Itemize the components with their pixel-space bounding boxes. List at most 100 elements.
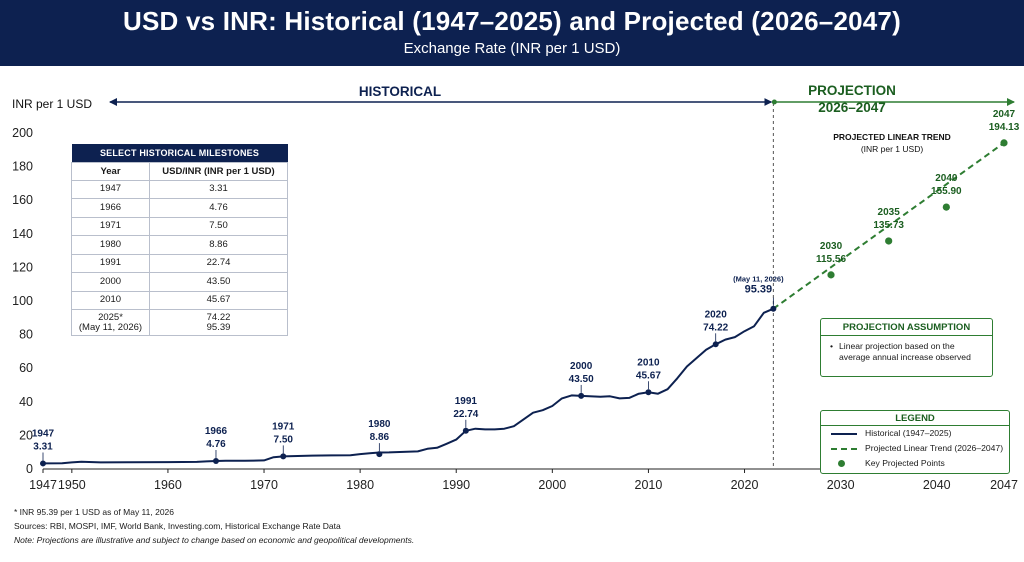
x-tick-label: 2010 — [635, 478, 663, 492]
historical-point — [645, 389, 652, 396]
x-tick-label: 2047 — [990, 478, 1018, 492]
annotation-year: 2030 — [820, 241, 843, 252]
annotation-year: (May 11, 2026) — [733, 275, 784, 284]
milestone-year: 1971 — [71, 216, 150, 236]
sources-line: Sources: RBI, MOSPI, IMF, World Bank, In… — [14, 521, 341, 531]
milestone-year: 1991 — [71, 253, 150, 273]
legend-box: LEGEND Historical (1947–2025) Projected … — [820, 410, 1010, 474]
table-row: 1971 7.50 — [71, 216, 288, 236]
annotation-year: 1947 — [32, 428, 55, 439]
annotation-year: 1966 — [205, 426, 228, 437]
annotation-value: 95.39 — [745, 284, 773, 296]
projected-key-point — [942, 203, 950, 211]
y-tick-label: 120 — [12, 260, 33, 274]
milestone-value: 22.74 — [149, 253, 288, 273]
milestone-year-2026: (May 11, 2026) — [78, 321, 143, 333]
x-tick-label: 1950 — [58, 478, 86, 492]
table-row: 1947 3.31 — [71, 179, 288, 199]
historical-point — [40, 460, 46, 467]
annotation-value: 194.13 — [989, 122, 1020, 133]
historical-point — [712, 341, 719, 348]
dashed-line-swatch — [831, 448, 857, 450]
milestone-value: 43.50 — [149, 272, 288, 292]
annotation-year: 1971 — [272, 421, 295, 432]
page-title: USD vs INR: Historical (1947–2025) and P… — [123, 6, 901, 36]
x-tick-label: 1990 — [442, 478, 470, 492]
projection-region-label: PROJECTION — [808, 83, 896, 98]
annotation-year: 2047 — [993, 109, 1016, 120]
historical-series-line — [42, 307, 774, 465]
annotation-value: 135.73 — [873, 220, 904, 231]
disclaimer-line: Note: Projections are illustrative and s… — [14, 535, 415, 545]
y-tick-label: 180 — [12, 160, 33, 174]
milestone-value-2026: 95.39 — [206, 321, 231, 333]
trend-note-subtitle: (INR per 1 USD) — [861, 144, 924, 154]
annotation-year: 2035 — [878, 207, 901, 218]
dot-swatch — [838, 460, 845, 467]
milestone-year: 1966 — [71, 198, 150, 218]
x-tick-label: 1947 — [29, 478, 57, 492]
table-row: 1980 8.86 — [71, 235, 288, 255]
historical-point — [376, 451, 383, 458]
milestone-year: 2010 — [71, 290, 150, 310]
y-tick-label: 60 — [19, 361, 33, 375]
x-tick-label: 2040 — [923, 478, 951, 492]
legend-label-historical: Historical (1947–2025) — [865, 428, 952, 438]
y-tick-label: 40 — [19, 395, 33, 409]
y-tick-label: 100 — [12, 294, 33, 308]
annotation-value: 3.31 — [33, 441, 53, 452]
historical-point — [770, 305, 777, 312]
milestone-value-last: 74.22 95.39 — [149, 309, 288, 336]
milestone-year: 1980 — [71, 235, 150, 255]
historical-point — [212, 458, 219, 465]
projection-start-dot — [771, 99, 777, 105]
annotation-year: 2010 — [637, 357, 660, 368]
projected-trend-line — [772, 142, 1005, 310]
milestones-title: SELECT HISTORICAL MILESTONES — [71, 144, 288, 162]
annotation-value: 22.74 — [453, 409, 478, 420]
y-tick-label: 0 — [26, 462, 33, 476]
x-tick-label: 1980 — [346, 478, 374, 492]
annotation-value: 4.76 — [206, 439, 226, 450]
historical-point — [280, 453, 287, 460]
milestones-col-year: Year — [71, 161, 150, 181]
x-tick-label: 1970 — [250, 478, 278, 492]
y-axis-title: INR per 1 USD — [12, 97, 92, 111]
historical-point — [462, 427, 469, 434]
table-row: 1966 4.76 — [71, 198, 288, 218]
x-tick-label: 1960 — [154, 478, 182, 492]
legend-label-key-points: Key Projected Points — [865, 458, 945, 468]
legend-item-projected: Projected Linear Trend (2026–2047) — [821, 441, 1009, 456]
x-tick-label: 2000 — [538, 478, 566, 492]
legend-title: LEGEND — [821, 411, 1009, 426]
projection-assumption-text: Linear projection based on the average a… — [821, 336, 992, 363]
legend-item-key-points: Key Projected Points — [821, 456, 1009, 471]
annotation-year: 2000 — [570, 361, 593, 372]
annotation-value: 74.22 — [703, 322, 728, 333]
milestone-value: 45.67 — [149, 290, 288, 310]
y-tick-label: 20 — [19, 428, 33, 442]
trend-note-title: PROJECTED LINEAR TREND — [833, 132, 951, 142]
y-tick-label: 160 — [12, 193, 33, 207]
projection-region-years: 2026–2047 — [818, 100, 886, 115]
milestone-value: 7.50 — [149, 216, 288, 236]
milestone-year: 1947 — [71, 179, 150, 199]
annotation-year: 1980 — [368, 419, 391, 430]
x-tick-label: 2020 — [731, 478, 759, 492]
annotation-year: 1991 — [455, 396, 478, 407]
projection-assumption-title: PROJECTION ASSUMPTION — [821, 319, 992, 336]
projected-key-point — [1000, 139, 1008, 147]
historical-point — [578, 392, 585, 399]
projection-assumption-box: PROJECTION ASSUMPTION Linear projection … — [820, 318, 993, 377]
historical-region-label: HISTORICAL — [359, 84, 441, 99]
annotation-value: 115.56 — [816, 254, 846, 265]
solid-line-swatch — [831, 433, 857, 435]
annotation-year: 2040 — [935, 173, 958, 184]
annotation-year: 2020 — [705, 309, 728, 320]
milestone-year: 2000 — [71, 272, 150, 292]
annotation-value: 45.67 — [636, 370, 661, 381]
annotation-value: 7.50 — [274, 434, 294, 445]
projected-key-point — [885, 237, 893, 245]
milestone-value: 3.31 — [149, 179, 288, 199]
